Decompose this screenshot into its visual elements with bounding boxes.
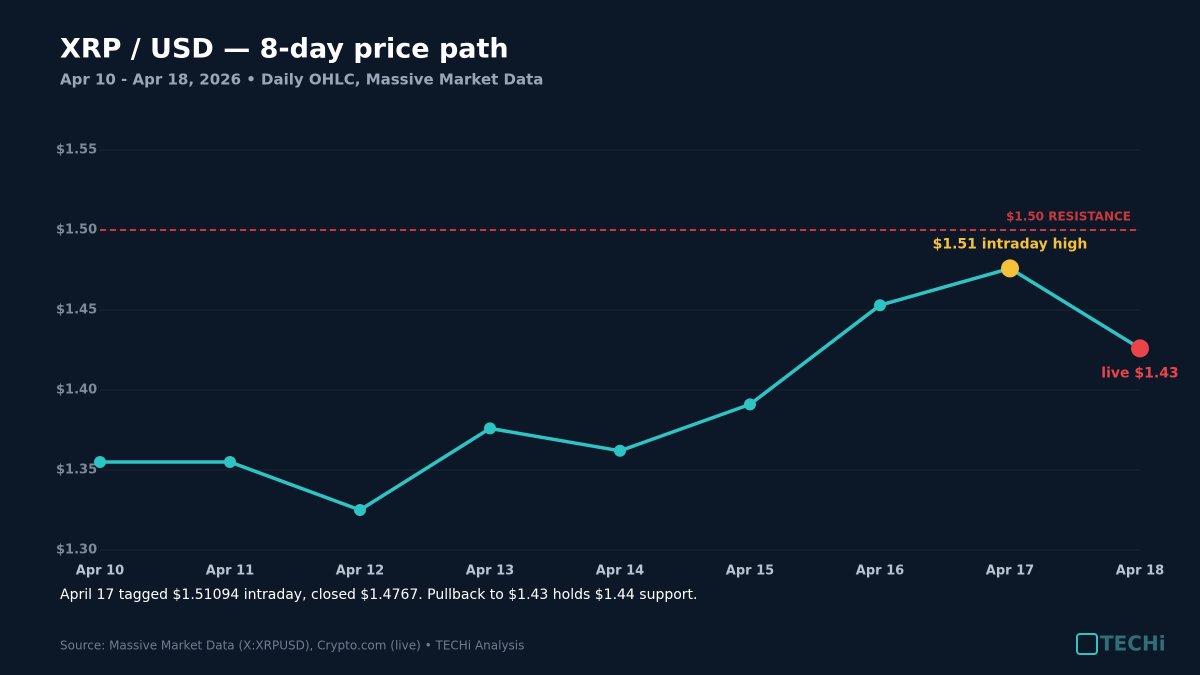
x-tick-label: Apr 17 <box>986 564 1034 579</box>
y-tick-label: $1.55 <box>56 143 97 158</box>
price-point <box>614 444 626 457</box>
y-tick-label: $1.40 <box>56 383 97 398</box>
x-tick-label: Apr 15 <box>726 564 774 579</box>
y-tick-label: $1.35 <box>56 463 97 478</box>
x-tick-label: Apr 14 <box>596 564 644 579</box>
brand: TECHi <box>1100 632 1166 656</box>
x-tick-label: Apr 10 <box>76 564 124 579</box>
price-point <box>1001 259 1019 278</box>
logo-icon <box>1076 633 1098 655</box>
price-point <box>484 422 496 435</box>
x-tick-label: Apr 12 <box>336 564 384 579</box>
y-tick-label: $1.45 <box>56 303 97 318</box>
x-tick-label: Apr 18 <box>1116 564 1164 579</box>
chart-subtitle: Apr 10 - Apr 18, 2026 • Daily OHLC, Mass… <box>60 71 543 89</box>
source: Source: Massive Market Data (X:XRPUSD), … <box>60 639 524 653</box>
price-point <box>874 299 886 312</box>
annotation: $1.51 intraday high <box>933 236 1088 252</box>
resistance-label: $1.50 RESISTANCE <box>1006 210 1131 224</box>
x-tick-label: Apr 11 <box>206 564 254 579</box>
price-point <box>354 504 366 516</box>
price-point <box>744 398 756 411</box>
y-tick-label: $1.50 <box>56 223 97 238</box>
price-point <box>1131 339 1149 358</box>
annotation: live $1.43 <box>1101 365 1178 381</box>
x-tick-label: Apr 16 <box>856 564 904 579</box>
price-line <box>100 266 1141 512</box>
x-tick-label: Apr 13 <box>466 564 514 579</box>
price-point <box>224 456 236 468</box>
note: April 17 tagged $1.51094 intraday, close… <box>60 587 697 603</box>
chart-title: XRP / USD — 8-day price path <box>60 34 509 65</box>
price-point <box>94 456 106 468</box>
y-tick-label: $1.30 <box>56 543 97 558</box>
